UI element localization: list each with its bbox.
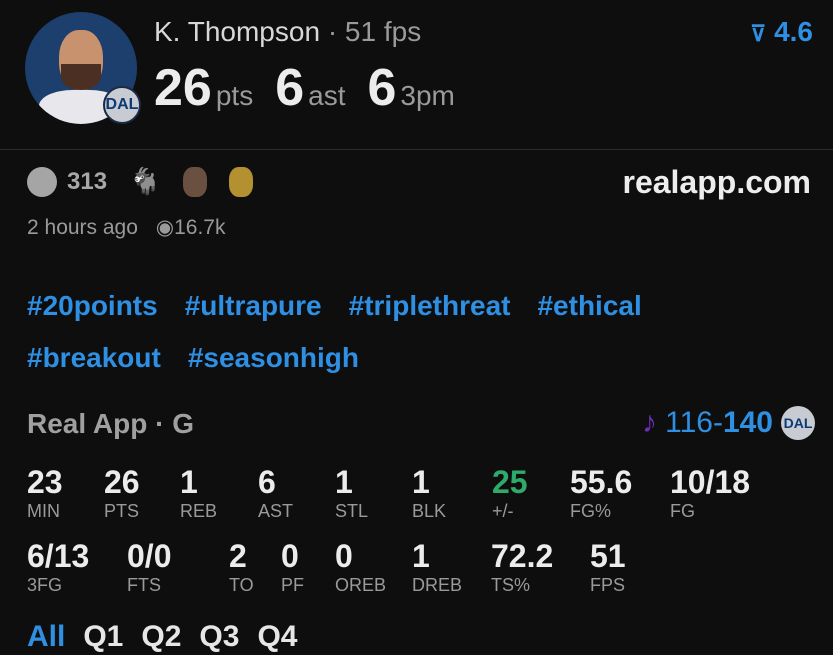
stat-value: 1 [412, 538, 430, 574]
stat-value: 25 [492, 464, 528, 500]
stat-value: 1 [180, 464, 198, 500]
hashtag[interactable]: #triplethreat [348, 290, 511, 321]
view-count: 16.7k [174, 216, 226, 239]
stat-cell: 1 STL [335, 464, 368, 522]
stat-label: DREB [412, 575, 463, 595]
player-header: K. Thompson · 51 fps [154, 16, 421, 48]
stat-label: FPS [590, 575, 626, 595]
game-score[interactable]: ♪ 116-140 DAL [642, 406, 815, 440]
stat-cell: 1 DREB [412, 538, 462, 596]
hashtag[interactable]: #20points [27, 290, 158, 321]
smiley-icon[interactable] [27, 166, 57, 197]
stat-label: +/- [492, 501, 514, 521]
stat-cell: 23 MIN [27, 464, 63, 522]
stat-label: 3pm [400, 80, 455, 111]
stat-label: FG [670, 501, 695, 521]
stat-cell: 0/0 FTS [127, 538, 171, 596]
stat-label: pts [215, 80, 254, 111]
stat-value: 6 [367, 59, 397, 117]
site-link[interactable]: realapp.com [622, 164, 811, 200]
eye-icon: ◉ [155, 216, 175, 239]
stat-label: BLK [412, 501, 447, 521]
stat-cell: 55.6 FG% [570, 464, 632, 522]
face-emoji-icon[interactable] [183, 166, 208, 197]
player-fps: · 51 fps [327, 16, 422, 47]
stat-label: TO [229, 575, 254, 595]
stat-label: REB [180, 501, 218, 521]
stat-value: 0 [335, 538, 353, 574]
stat-label: PTS [104, 501, 140, 521]
stat-cell: 0 OREB [335, 538, 386, 596]
stat-value: 1 [335, 464, 353, 500]
stat-value: 72.2 [491, 538, 554, 574]
tab-q4[interactable]: Q4 [257, 620, 298, 653]
hashtag[interactable]: #ultrapure [184, 290, 322, 321]
rating[interactable]: ⊽ 4.6 [750, 16, 813, 48]
divider [0, 149, 833, 150]
post-meta: 2 hours ago ◉16.7k [27, 215, 225, 240]
team-logo-icon: DAL [781, 406, 815, 440]
tab-q3[interactable]: Q3 [199, 620, 240, 653]
stat-cell: 6 AST [258, 464, 293, 522]
stat-label: PF [281, 575, 305, 595]
stat-value: 26 [104, 464, 140, 500]
stat-value: 0 [281, 538, 299, 574]
stat-label: ast [308, 80, 346, 111]
game-label: Real App · G [27, 408, 194, 439]
stat-value: 2 [229, 538, 247, 574]
stat-label: MIN [27, 501, 60, 521]
headline-stats: 26 pts 6 ast 6 3pm [154, 58, 455, 118]
stat-value: 10/18 [670, 464, 751, 500]
stat-cell: 6/13 3FG [27, 538, 89, 596]
team-score: 140 [722, 406, 773, 439]
period-tabs: All Q1 Q2 Q3 Q4 [27, 620, 297, 654]
stat-value: 6/13 [27, 538, 90, 574]
team-badge-icon: DAL [103, 86, 141, 124]
stat-value: 23 [27, 464, 63, 500]
hashtag[interactable]: #seasonhigh [187, 342, 359, 373]
opponent-logo-icon: ♪ [642, 406, 658, 439]
score-separator: - [712, 406, 723, 439]
stat-value: 1 [412, 464, 430, 500]
stat-value: 6 [275, 59, 305, 117]
player-name[interactable]: K. Thompson [154, 16, 321, 47]
tab-q1[interactable]: Q1 [83, 620, 124, 653]
reaction-count: 313 [67, 167, 108, 195]
stat-label: TS% [491, 575, 531, 595]
stat-cell: 0 PF [281, 538, 304, 596]
goat-emoji-icon[interactable]: 🐐 [129, 166, 162, 196]
stat-label: AST [258, 501, 294, 521]
stat-cell: 72.2 TS% [491, 538, 553, 596]
stat-cell: 1 BLK [412, 464, 446, 522]
stat-value: 55.6 [570, 464, 633, 500]
stat-cell: 10/18 FG [670, 464, 750, 522]
stat-label: OREB [335, 575, 387, 595]
hashtag[interactable]: #ethical [537, 290, 642, 321]
post-time: 2 hours ago [27, 216, 138, 239]
reactions-bar[interactable]: 313 🐐 [27, 166, 254, 197]
stat-cell: 51 FPS [590, 538, 626, 596]
hashtags: #20points #ultrapure #triplethreat #ethical… [27, 280, 817, 384]
stat-value: 51 [590, 538, 626, 574]
stat-label: FG% [570, 501, 612, 521]
stat-cell: 2 TO [229, 538, 254, 596]
stat-label: 3FG [27, 575, 63, 595]
tab-q2[interactable]: Q2 [141, 620, 182, 653]
stat-cell: 25 +/- [492, 464, 528, 522]
stat-value: 6 [258, 464, 276, 500]
stat-cell: 1 REB [180, 464, 217, 522]
stat-cell: 26 PTS [104, 464, 140, 522]
stat-label: STL [335, 501, 369, 521]
opponent-score: 116 [665, 406, 713, 439]
stat-label: FTS [127, 575, 161, 595]
rating-value: 4.6 [774, 16, 813, 47]
rating-arrow-icon: ⊽ [750, 21, 767, 46]
stat-value: 0/0 [127, 538, 172, 574]
stat-value: 26 [154, 59, 212, 117]
hashtag[interactable]: #breakout [27, 342, 161, 373]
tab-all[interactable]: All [27, 620, 66, 653]
face-emoji-icon[interactable] [229, 166, 254, 197]
